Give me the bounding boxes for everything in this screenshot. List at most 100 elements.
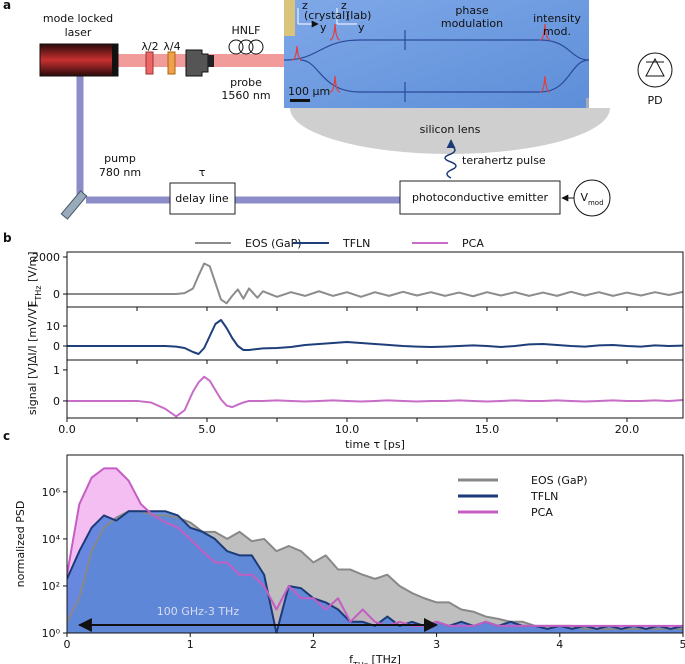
chip-image — [284, 0, 589, 108]
range-label: 100 GHz-3 THz — [157, 605, 240, 618]
y-tick-label: 2000 — [32, 251, 60, 264]
axes-frame — [66, 306, 684, 361]
scale-bar-label: 100 µm — [288, 85, 330, 98]
delay-label: delay line — [175, 192, 229, 205]
axis-label: z — [302, 0, 308, 12]
axis-label: z — [341, 0, 347, 12]
intensity-label: mod. — [543, 25, 571, 38]
x-axis-label: THz — [352, 661, 368, 664]
x-tick-label: 20.0 — [615, 423, 640, 436]
panel-a: a mode locked laser λ/2 λ/4 HNLF probe 1… — [3, 0, 673, 220]
panel-label: a — [3, 0, 11, 12]
thz-pulse — [444, 139, 457, 179]
hnlf-label: HNLF — [232, 24, 261, 37]
pump-label: pump — [104, 152, 136, 165]
laser-label: mode locked — [43, 12, 113, 25]
laser-end — [112, 44, 118, 76]
delay-symbol: τ — [199, 166, 206, 179]
x-tick-label: 0 — [64, 638, 71, 651]
plot-area — [67, 262, 683, 305]
y-axis-label: [V/m] — [26, 251, 39, 285]
waveplate-label: λ/2 — [141, 40, 158, 53]
axes-frame — [66, 251, 684, 308]
detector-icon — [645, 57, 665, 77]
emitter — [399, 180, 561, 215]
intensity-label: intensity — [533, 12, 581, 25]
mirror — [60, 190, 88, 220]
half-wave-plate — [145, 51, 154, 75]
y-tick-label: 10⁰ — [42, 627, 61, 640]
waveplate-label: λ/4 — [163, 40, 180, 53]
probe-label: probe — [230, 76, 262, 89]
x-tick-label: 5 — [680, 638, 685, 651]
laser-label: laser — [65, 26, 92, 39]
panel-label: b — [3, 231, 12, 245]
area — [67, 511, 683, 633]
axis-label: y — [320, 21, 327, 34]
y-tick-label: 0 — [53, 395, 60, 408]
axis-label: (lab) — [346, 9, 371, 22]
pump-beam — [76, 76, 400, 204]
x-axis-label: [THz] — [368, 653, 401, 664]
x-axis-label: f — [349, 653, 354, 664]
y-tick-label: 0 — [53, 340, 60, 353]
x-tick-label: 3 — [433, 638, 440, 651]
y-tick-label: 10⁴ — [42, 533, 61, 546]
detector-label: PD — [647, 94, 662, 107]
x-tick-label: 1 — [187, 638, 194, 651]
axes-icons — [297, 8, 357, 24]
legend-label: TFLN — [530, 490, 558, 503]
pump-label: 780 nm — [99, 166, 141, 179]
line — [67, 375, 683, 418]
axis-label: y — [358, 21, 365, 34]
line — [67, 262, 683, 305]
legend-label: TFLN — [342, 237, 370, 250]
y-axis-label: ETHz [V/m] — [26, 251, 43, 307]
x-tick-label: 2 — [310, 638, 317, 651]
y-axis-label: normalized PSD — [14, 501, 27, 588]
chip-edge — [586, 98, 589, 108]
axes-frame — [66, 454, 684, 634]
isolator — [185, 49, 209, 77]
chip-edge — [284, 0, 295, 36]
axes-frame — [66, 359, 684, 419]
quarter-wave-plate — [167, 51, 176, 75]
waveguides — [283, 30, 590, 102]
isolator-end — [208, 55, 214, 67]
y-tick-label: 10⁶ — [42, 486, 61, 499]
y-axis-label: ΔI/I [mV/V] — [26, 304, 39, 363]
y-tick-label: 10² — [42, 580, 60, 593]
bias-label: Vmod — [580, 191, 603, 207]
x-tick-label: 10.0 — [335, 423, 360, 436]
x-axis-label: time τ [ps] — [345, 438, 405, 451]
y-tick-label: 0 — [53, 288, 60, 301]
x-tick-label: 15.0 — [475, 423, 500, 436]
y-axis-label: THz — [34, 285, 43, 301]
pulses — [291, 23, 551, 93]
y-axis-label: signal [V] — [26, 363, 39, 415]
y-tick-label: 10 — [46, 320, 60, 333]
fiber-coil — [228, 39, 264, 55]
legend-label: EOS (GaP) — [531, 474, 588, 487]
x-tick-label: 4 — [556, 638, 563, 651]
y-axis-label: E — [26, 301, 39, 308]
phase-label: phase — [455, 4, 488, 17]
plot-area — [67, 375, 683, 418]
plot-area — [67, 319, 683, 355]
panel-label: c — [3, 429, 10, 443]
thz-label: terahertz pulse — [462, 154, 546, 167]
axis-label: (crystal) — [304, 9, 350, 22]
legend-label: EOS (GaP) — [245, 237, 302, 250]
legend-label: PCA — [462, 237, 484, 250]
probe-label: 1560 nm — [221, 89, 270, 102]
bias-label: mod — [588, 199, 604, 207]
scale-bar — [290, 99, 310, 102]
bias-label: V — [580, 191, 588, 204]
bias-source — [573, 179, 611, 217]
emitter-label: photoconductive emitter — [412, 191, 549, 204]
lens-label: silicon lens — [420, 123, 481, 136]
y-tick-label: 1 — [53, 364, 60, 377]
x-axis-label: fTHz [THz] — [349, 653, 401, 664]
delay-line — [169, 182, 236, 215]
phase-label: modulation — [441, 17, 503, 30]
